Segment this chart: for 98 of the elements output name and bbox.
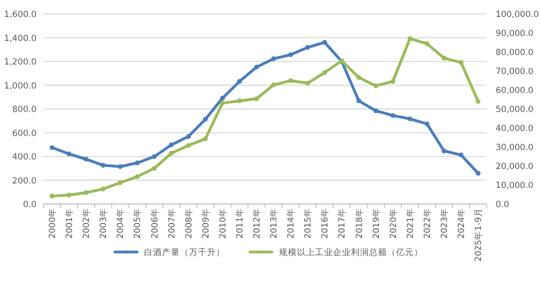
y-tick-label: 1,200.0	[4, 58, 36, 68]
x-tick-label: 2010年	[217, 208, 228, 239]
point	[66, 192, 72, 198]
point	[322, 40, 328, 45]
point	[424, 41, 430, 46]
point	[356, 75, 362, 80]
point	[254, 64, 259, 70]
y2-tick-label: 10,000.0	[496, 181, 534, 191]
point	[408, 116, 412, 122]
point	[476, 170, 480, 176]
x-tick-label: 2005年	[132, 208, 144, 239]
x-tick-label: 2024年	[456, 208, 468, 239]
x-tick-label: 2016年	[320, 208, 331, 239]
x-tick-label: 2002年	[81, 208, 92, 239]
x-tick-label: 2013年	[268, 208, 280, 239]
x-tick-label: 2006年	[149, 208, 160, 239]
x-tick-label: 2019年	[370, 208, 382, 239]
point	[118, 164, 123, 169]
y-tick-label: 1,000.0	[4, 81, 36, 92]
point	[152, 166, 157, 171]
x-tick-label: 2003年	[98, 208, 110, 239]
y2-tick-label: 50,000.0	[496, 105, 534, 115]
point	[134, 160, 140, 166]
point	[322, 70, 328, 75]
point	[442, 148, 446, 154]
x-tick-label: 2020年	[388, 208, 399, 239]
point	[408, 36, 412, 42]
y2-tick-label: 80,000.0	[496, 48, 534, 58]
point	[186, 134, 191, 139]
point	[305, 44, 310, 50]
point	[203, 116, 208, 122]
y2-tick-label: 20,000.0	[496, 162, 534, 172]
point	[168, 150, 174, 156]
x-tick-label: 2021年	[404, 208, 416, 239]
y2-tick-label: 60,000.0	[496, 86, 534, 96]
point	[458, 152, 464, 158]
y-tick-label: 1,400.0	[4, 34, 36, 44]
point	[168, 142, 174, 148]
point	[458, 60, 464, 65]
point	[476, 99, 480, 104]
x-tick-label: 2015年	[302, 208, 314, 239]
point	[442, 56, 446, 60]
y-tick-label: 600.0	[12, 128, 36, 139]
y2-tick-label: 100,000.0	[496, 10, 539, 20]
x-tick-label: 2011年	[234, 208, 246, 239]
x-tick-label: 2007年	[166, 208, 178, 239]
point	[134, 174, 140, 180]
point	[271, 82, 276, 88]
point	[50, 145, 54, 150]
x-tick-label: 2014年	[286, 208, 297, 239]
x-tick-label: 2012年	[252, 208, 263, 239]
point	[390, 113, 396, 118]
y2-tick-label: 40,000.0	[496, 124, 534, 134]
point	[100, 162, 106, 168]
x-tick-label: 2009年	[200, 208, 212, 239]
point	[288, 78, 294, 84]
point	[237, 98, 242, 104]
point	[118, 180, 123, 186]
point	[220, 96, 225, 101]
point	[390, 79, 396, 84]
point	[100, 186, 106, 192]
x-tick-label: 2004年	[115, 208, 126, 239]
point	[203, 136, 208, 142]
legend-label: 白酒产量（万千升）	[144, 247, 225, 258]
point	[254, 96, 259, 102]
y-tick-label: 200.0	[12, 176, 36, 186]
y-tick-label: 0.0	[22, 200, 36, 210]
point	[356, 98, 362, 104]
point	[152, 154, 157, 160]
point	[220, 100, 225, 106]
y-tick-label: 1,600.0	[4, 10, 36, 20]
point	[237, 79, 242, 84]
point	[373, 83, 378, 88]
x-tick-label: 2025年1-9月	[473, 208, 484, 262]
point	[66, 151, 72, 156]
point	[424, 121, 430, 126]
x-tick-label: 2001年	[64, 208, 76, 239]
x-tick-label: 2000年	[47, 208, 58, 239]
point	[186, 143, 191, 148]
y-tick-label: 800.0	[12, 105, 36, 115]
y2-tick-label: 0.0	[496, 200, 510, 210]
point	[84, 156, 89, 162]
x-tick-label: 2017年	[336, 208, 348, 239]
legend-label: 规模以上工业企业利润总额（亿元）	[279, 247, 423, 258]
y2-tick-label: 90,000.0	[496, 29, 534, 39]
point	[373, 108, 378, 114]
point	[271, 56, 276, 62]
point	[288, 52, 294, 58]
point	[305, 80, 310, 86]
x-tick-label: 2022年	[422, 208, 433, 239]
point	[84, 190, 89, 195]
y2-tick-label: 70,000.0	[496, 67, 534, 77]
x-tick-label: 2018年	[354, 208, 365, 239]
y-tick-label: 400.0	[12, 152, 36, 162]
x-tick-label: 2023年	[438, 208, 450, 239]
x-tick-label: 2008年	[183, 208, 194, 239]
point	[50, 194, 54, 198]
y2-tick-label: 30,000.0	[496, 143, 534, 153]
